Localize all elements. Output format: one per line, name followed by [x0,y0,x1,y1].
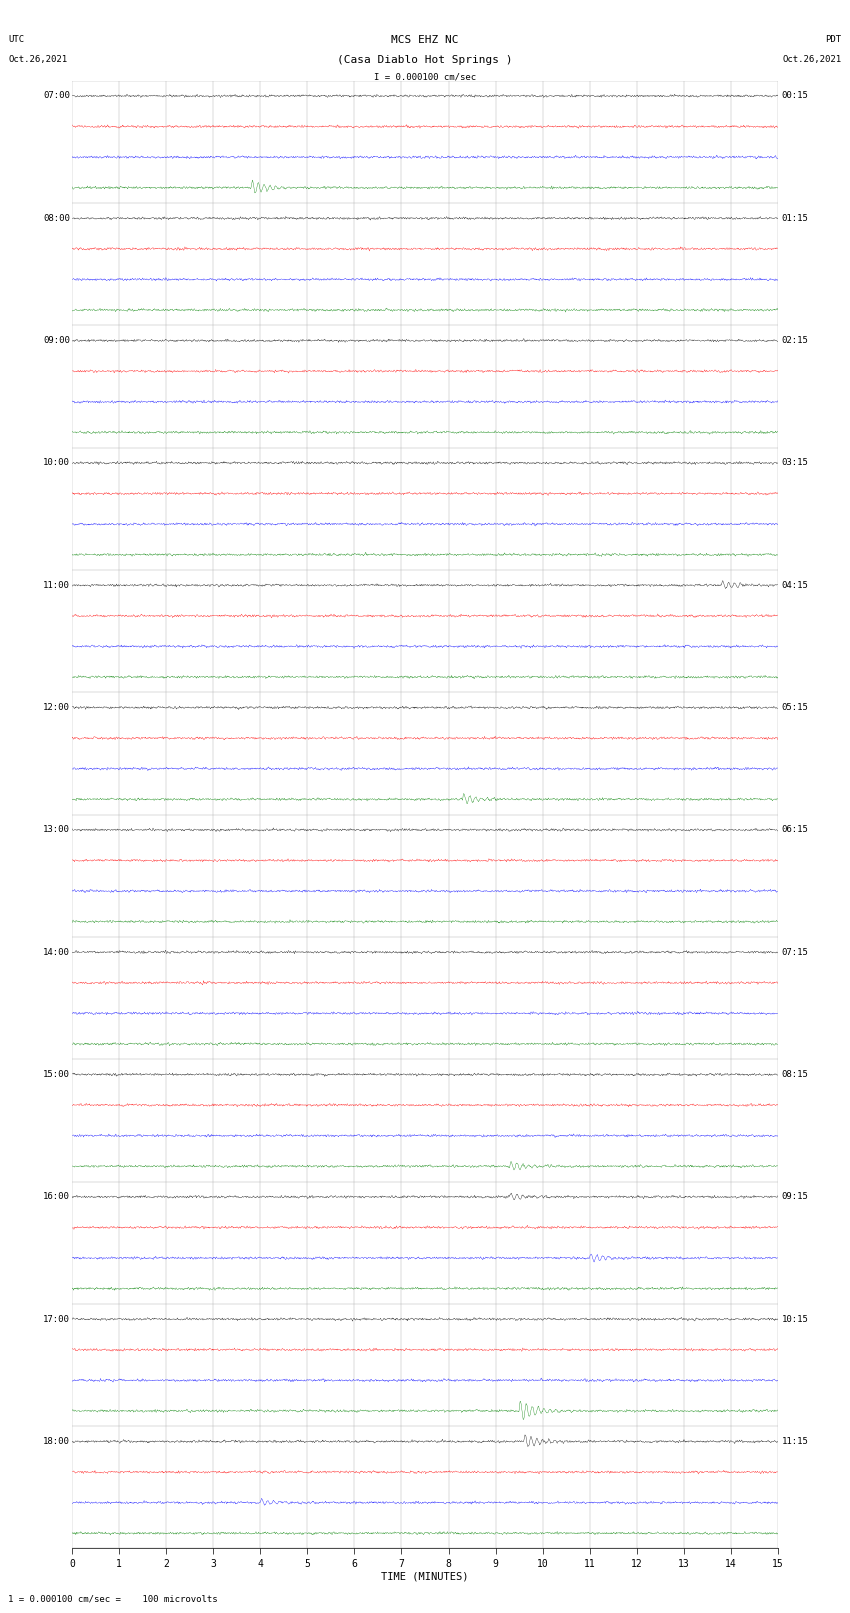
Text: (Casa Diablo Hot Springs ): (Casa Diablo Hot Springs ) [337,55,513,65]
Text: Oct.26,2021: Oct.26,2021 [782,55,842,65]
Text: 1 = 0.000100 cm/sec =    100 microvolts: 1 = 0.000100 cm/sec = 100 microvolts [8,1594,218,1603]
Text: 16:00: 16:00 [43,1192,70,1202]
Text: 00:15: 00:15 [781,92,808,100]
Text: MCS EHZ NC: MCS EHZ NC [391,35,459,45]
Text: 11:15: 11:15 [781,1437,808,1445]
Text: 05:15: 05:15 [781,703,808,711]
Text: 10:15: 10:15 [781,1315,808,1324]
Text: Oct.26,2021: Oct.26,2021 [8,55,68,65]
Text: 15:00: 15:00 [43,1069,70,1079]
Text: 10:00: 10:00 [43,458,70,468]
Text: 09:00: 09:00 [43,336,70,345]
Text: 02:15: 02:15 [781,336,808,345]
Text: 09:15: 09:15 [781,1192,808,1202]
Text: I = 0.000100 cm/sec: I = 0.000100 cm/sec [374,73,476,82]
Text: 12:00: 12:00 [43,703,70,711]
Text: 13:00: 13:00 [43,826,70,834]
Text: 03:15: 03:15 [781,458,808,468]
Text: 11:00: 11:00 [43,581,70,590]
Text: UTC: UTC [8,35,25,45]
Text: 07:00: 07:00 [43,92,70,100]
Text: 14:00: 14:00 [43,948,70,957]
Text: 04:15: 04:15 [781,581,808,590]
Text: 08:15: 08:15 [781,1069,808,1079]
Text: 08:00: 08:00 [43,215,70,223]
Text: PDT: PDT [825,35,842,45]
Text: 18:00: 18:00 [43,1437,70,1445]
Text: 17:00: 17:00 [43,1315,70,1324]
X-axis label: TIME (MINUTES): TIME (MINUTES) [382,1571,468,1582]
Text: 01:15: 01:15 [781,215,808,223]
Text: 07:15: 07:15 [781,948,808,957]
Text: 06:15: 06:15 [781,826,808,834]
